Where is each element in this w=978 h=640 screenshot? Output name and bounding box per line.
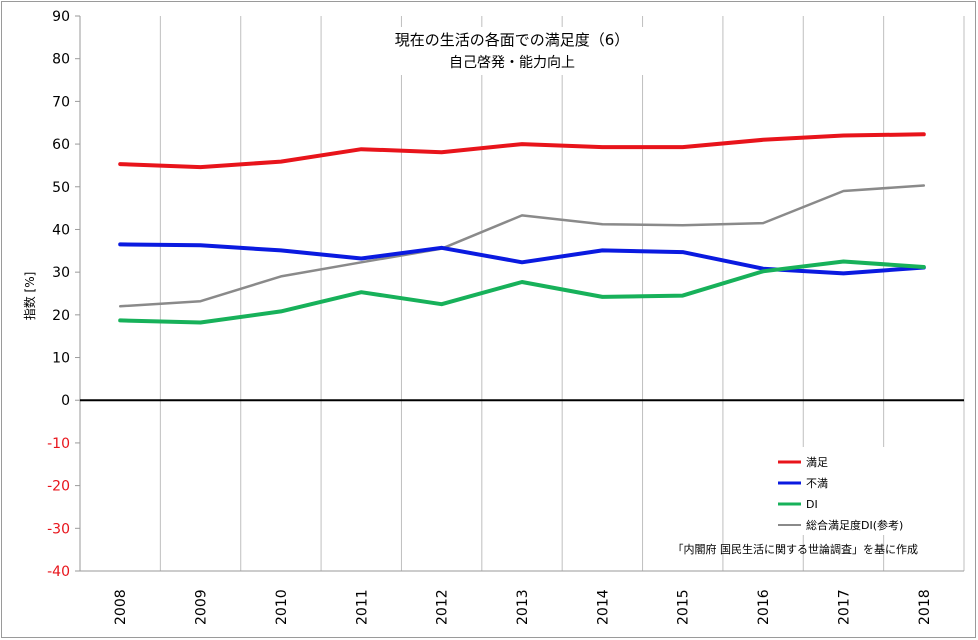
- x-tick-label: 2016: [756, 589, 772, 625]
- x-tick-labels: 2008 2009 2010 2011 2012 2013 2014 2015 2016 2017…: [113, 589, 933, 625]
- axis-layer: [79, 16, 964, 572]
- title-background: [348, 27, 676, 75]
- x-tick-label: 2018: [917, 589, 933, 625]
- y-tick-label: 0: [61, 393, 70, 409]
- y-tick-label: 40: [52, 222, 70, 238]
- y-axis-label: 指数 [%]: [22, 272, 37, 321]
- x-tick-label: 2014: [595, 589, 611, 625]
- y-tick-label: 10: [52, 351, 70, 367]
- series-line-2: [118, 259, 926, 325]
- y-tick-label: 30: [52, 265, 70, 281]
- y-tick-label: -20: [47, 479, 70, 495]
- y-tick-label: -30: [47, 521, 70, 537]
- legend-label: 満足: [806, 456, 828, 469]
- source-note: 「内閣府 国民生活に関する世論調査」を基に作成: [673, 542, 919, 556]
- x-tick-label: 2015: [676, 589, 692, 625]
- legend-label: 不満: [806, 477, 828, 490]
- x-tick-label: 2010: [274, 589, 290, 625]
- series-layer: [118, 132, 926, 325]
- legend-label: 総合満足度DI(参考): [806, 518, 903, 532]
- y-tick-label: -40: [47, 564, 70, 580]
- y-tick-label: 70: [52, 94, 70, 110]
- y-tick-labels: 90 80 70 60 50 40 30 20 10 0 -10 -20 -30 -40: [47, 9, 80, 580]
- x-tick-label: 2012: [435, 589, 451, 625]
- y-tick-label: 80: [52, 52, 70, 68]
- x-tick-label: 2013: [515, 589, 531, 625]
- chart-title: 現在の生活の各面での満足度（6）: [395, 31, 630, 49]
- chart-subtitle: 自己啓発・能力向上: [449, 55, 575, 71]
- y-tick-label: 20: [52, 308, 70, 324]
- series-line-1: [118, 242, 926, 276]
- x-tick-label: 2017: [836, 589, 852, 625]
- series-line-3: [118, 184, 926, 308]
- x-tick-label: 2009: [194, 589, 210, 625]
- title-box: 現在の生活の各面での満足度（6） 自己啓発・能力向上: [348, 27, 676, 75]
- y-tick-label: 90: [52, 9, 70, 25]
- series-line-0: [118, 132, 926, 170]
- y-tick-label: 50: [52, 180, 70, 196]
- x-tick-label: 2011: [354, 589, 370, 625]
- y-tick-label: -10: [47, 436, 70, 452]
- y-tick-label: 60: [52, 137, 70, 153]
- x-tick-label: 2008: [113, 589, 129, 625]
- legend-label: DI: [806, 498, 818, 511]
